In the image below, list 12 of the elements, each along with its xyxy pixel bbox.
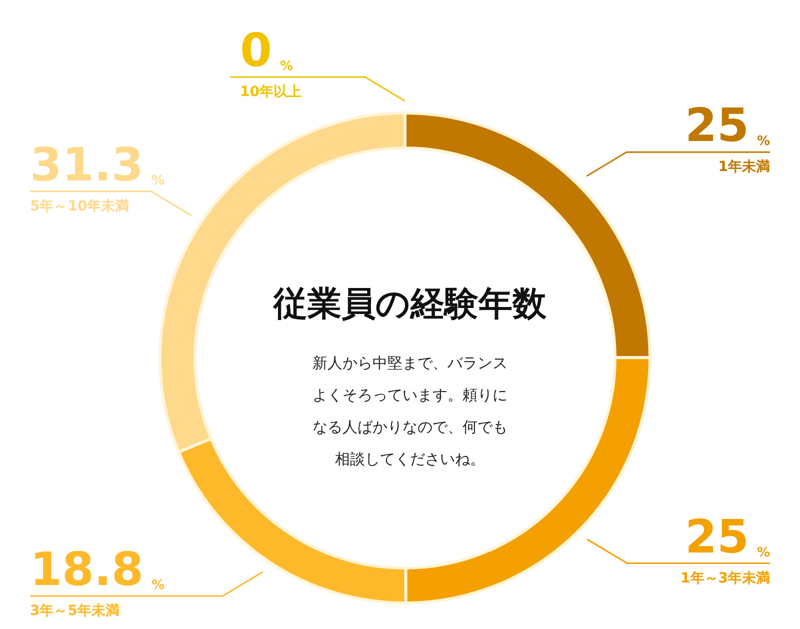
slice-label: 3年～5年未満 <box>30 602 120 619</box>
text: 新人から中堅まで、バランスよくそろっています。頼りになる人ばかりなので、何でも相談してくださいね。 <box>312 354 508 468</box>
data-label: 18.8% <box>30 542 165 596</box>
data-label: 25% <box>684 509 770 564</box>
slice-label: 5年～10年未満 <box>30 198 130 214</box>
text: 従業員の経験年数 <box>272 284 548 324</box>
slice-label: 1年～3年未満 <box>680 570 770 586</box>
slice-label: 1年未満 <box>718 159 770 176</box>
category-label: 10年以上 <box>240 84 302 100</box>
data-label: 25% <box>684 98 770 152</box>
text: 0% <box>240 23 294 77</box>
data-label: 31.3% <box>30 137 165 192</box>
